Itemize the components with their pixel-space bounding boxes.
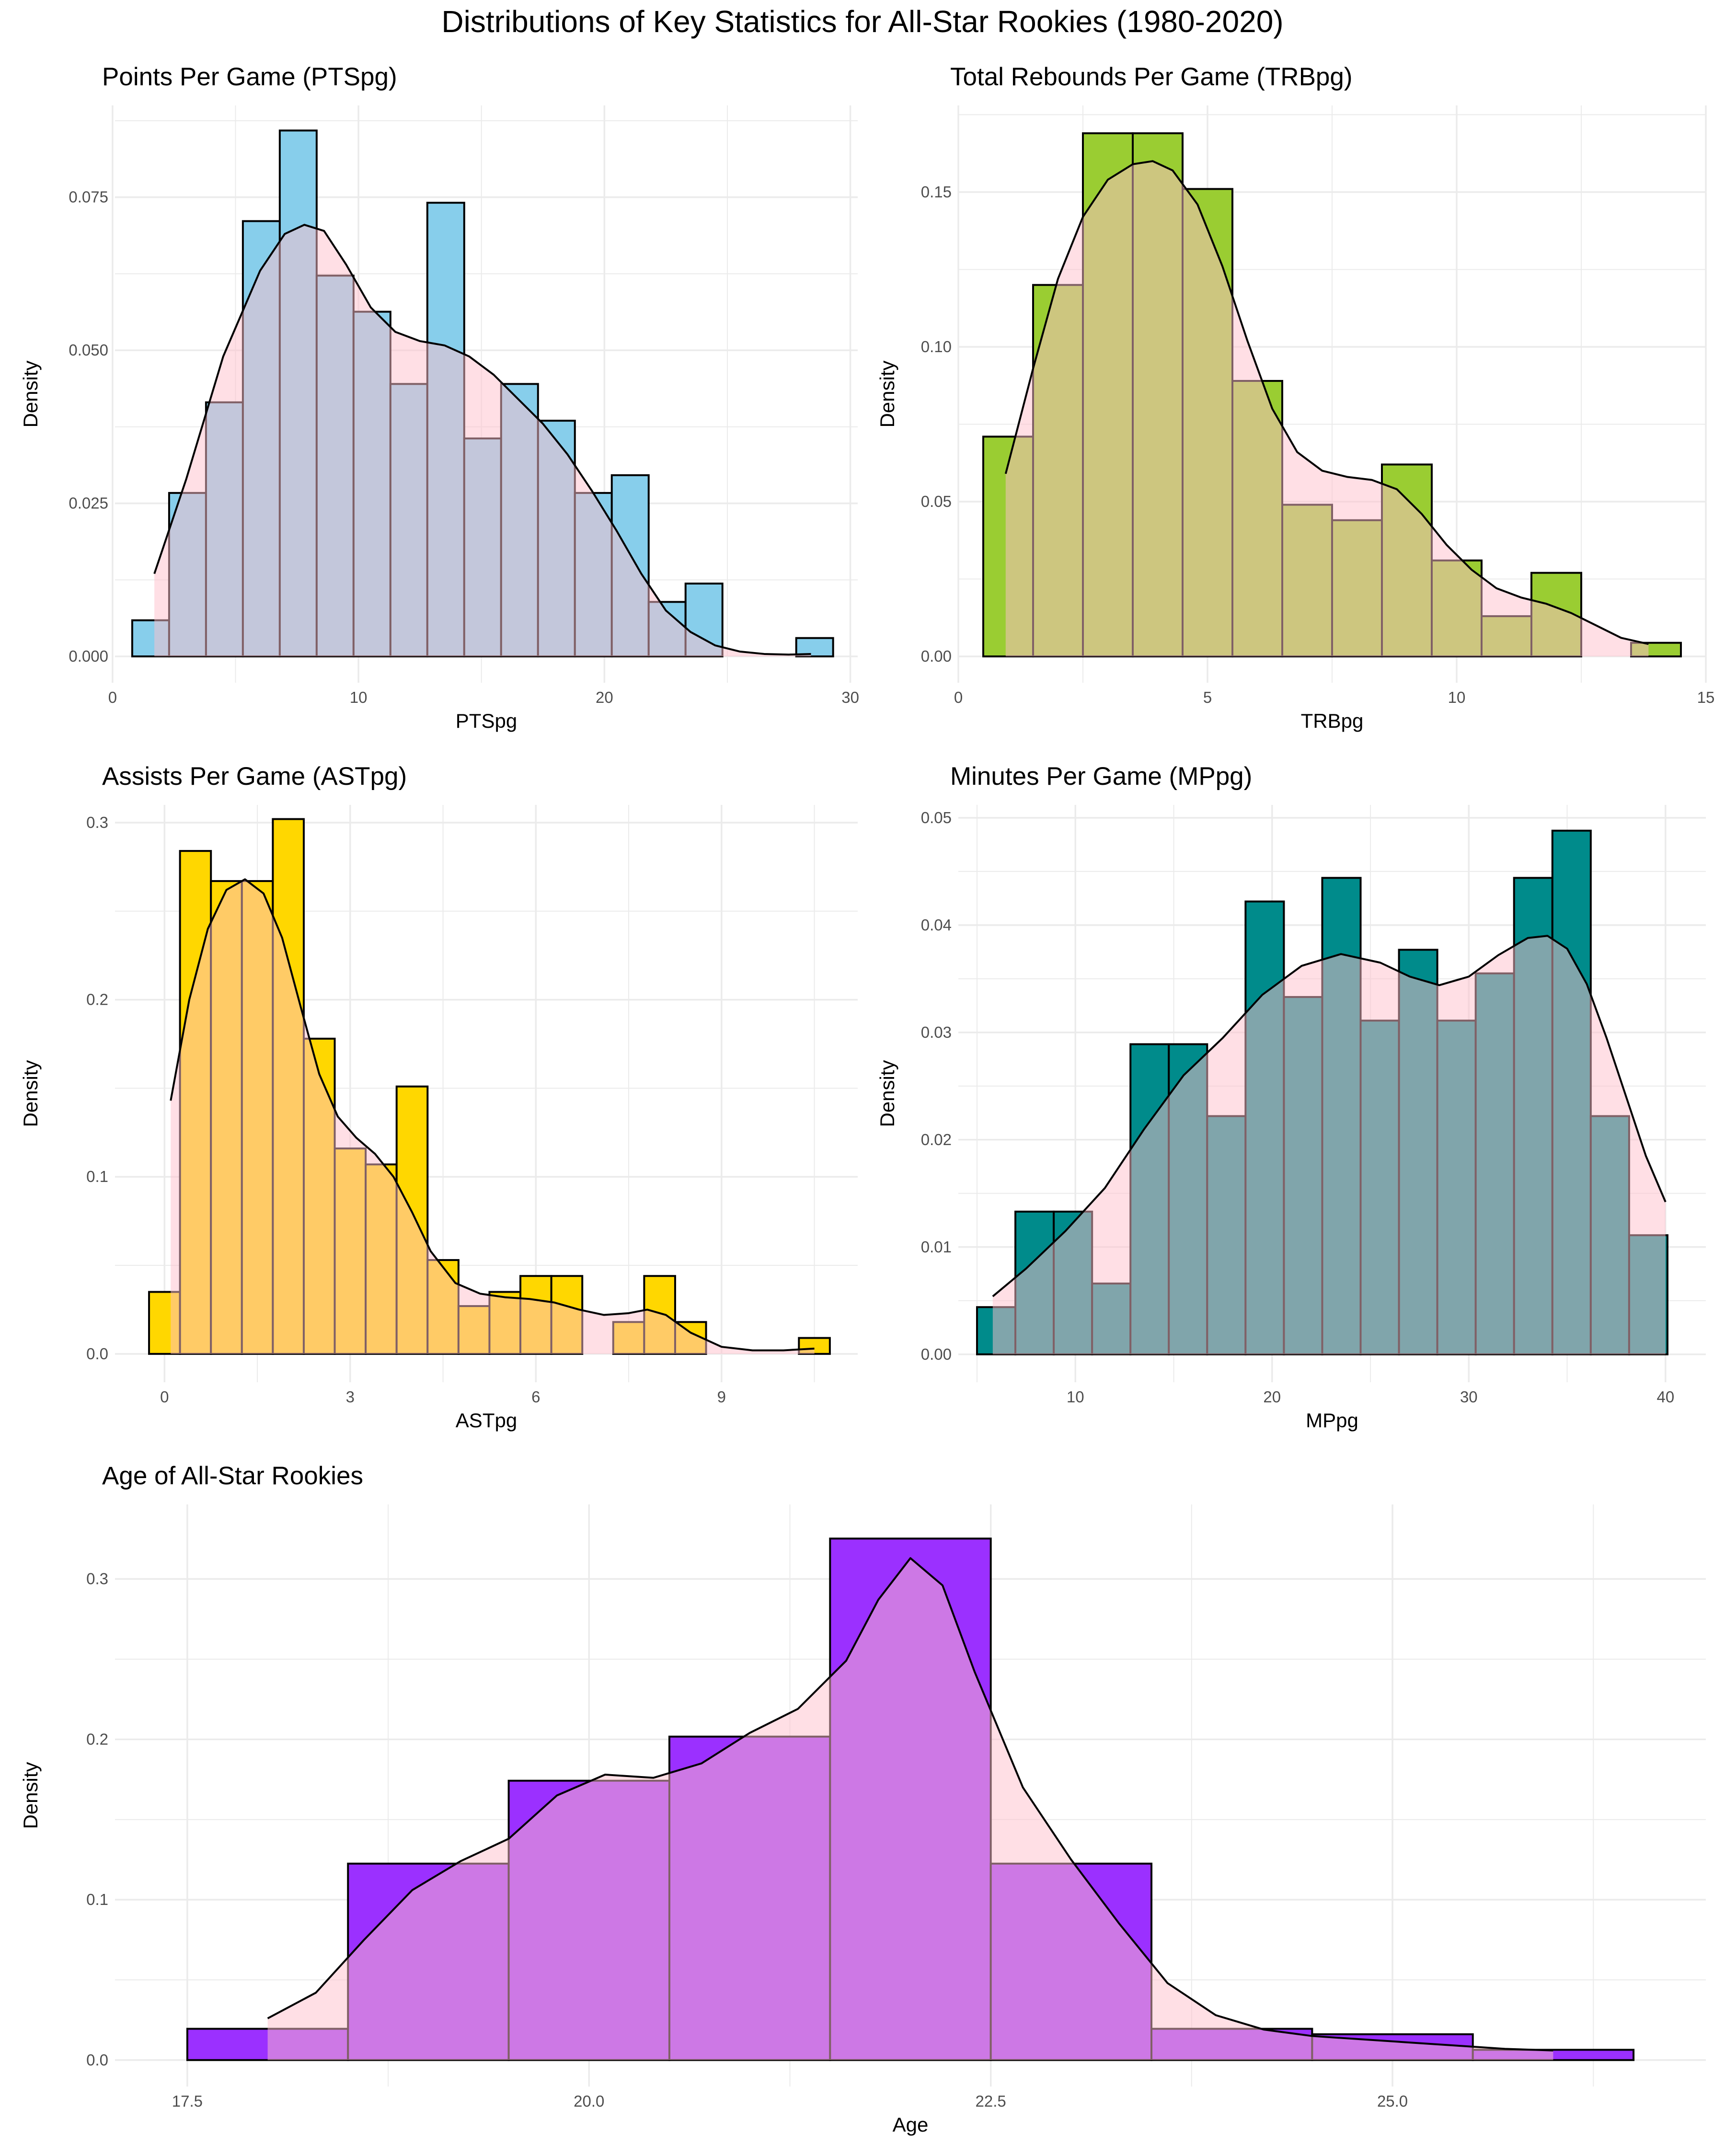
y-tick-label: 0.025	[69, 494, 108, 512]
panel-trb: 0.00 0.05 0.10 0.15 0 5 10 15 TRBpg Density Total …	[876, 63, 1714, 732]
panel-title: Total Rebounds Per Game (TRBpg)	[950, 63, 1353, 91]
y-axis-title: Density	[19, 1060, 42, 1127]
x-tick-label: 17.5	[172, 2092, 203, 2110]
y-tick-label: 0.050	[69, 341, 108, 359]
x-axis-title: Age	[893, 2113, 929, 2136]
y-tick-label: 0.2	[86, 1730, 108, 1748]
y-tick-label: 0.1	[86, 1891, 108, 1908]
panel-pts: 0.000 0.025 0.050 0.075 0 10 20 30 PTSpg Density P…	[19, 63, 859, 732]
density-area	[171, 879, 815, 1354]
x-tick-label: 20.0	[574, 2092, 604, 2110]
y-tick-label: 0.0	[86, 2051, 108, 2069]
x-tick-label: 22.5	[976, 2092, 1006, 2110]
x-tick-label: 30	[841, 688, 859, 706]
y-tick-label: 0.000	[69, 647, 108, 665]
y-axis-title: Density	[876, 360, 898, 427]
y-tick-label: 0.05	[921, 809, 952, 826]
panel-title: Assists Per Game (ASTpg)	[102, 762, 407, 791]
x-tick-label: 25.0	[1377, 2092, 1408, 2110]
x-tick-label: 5	[1203, 688, 1212, 706]
x-tick-label: 10	[1067, 1388, 1084, 1406]
density-curve	[153, 224, 811, 656]
panel-title: Age of All-Star Rookies	[102, 1462, 363, 1490]
x-tick-label: 6	[531, 1388, 540, 1406]
panel-ast: 0.0 0.1 0.2 0.3 0 3 6 9 ASTpg Density Assists Per …	[19, 762, 858, 1432]
density-area	[992, 936, 1666, 1354]
density-area	[154, 225, 811, 657]
density-curve	[1004, 160, 1649, 645]
x-tick-label: 40	[1656, 1388, 1674, 1406]
x-tick-label: 30	[1460, 1388, 1478, 1406]
y-tick-label: 0.00	[921, 647, 952, 665]
y-tick-label: 0.04	[921, 916, 952, 934]
y-tick-label: 0.02	[921, 1131, 952, 1148]
x-tick-label: 9	[717, 1388, 726, 1406]
x-axis-title: PTSpg	[456, 710, 517, 732]
x-tick-label: 20	[1263, 1388, 1281, 1406]
x-axis-title: ASTpg	[456, 1409, 517, 1432]
y-tick-label: 0.05	[921, 493, 952, 510]
density-area	[1005, 161, 1649, 657]
y-tick-label: 0.10	[921, 338, 952, 356]
x-tick-label: 0	[108, 688, 117, 706]
panel-title: Minutes Per Game (MPpg)	[950, 762, 1252, 791]
x-axis-title: TRBpg	[1301, 710, 1364, 732]
x-tick-label: 10	[350, 688, 368, 706]
y-axis-title: Density	[19, 1762, 42, 1829]
x-tick-label: 10	[1448, 688, 1466, 706]
panel-age: 0.0 0.1 0.2 0.3 17.5 20.0 22.5 25.0 Age Density Ag…	[19, 1462, 1706, 2136]
density-curve	[267, 1557, 1553, 2052]
x-tick-label: 3	[346, 1388, 355, 1406]
y-tick-label: 0.03	[921, 1023, 952, 1041]
main-title: Distributions of Key Statistics for All-…	[441, 4, 1284, 39]
panel-title: Points Per Game (PTSpg)	[102, 63, 397, 91]
x-tick-label: 15	[1697, 688, 1715, 706]
y-axis-title: Density	[876, 1060, 898, 1127]
x-tick-label: 20	[596, 688, 613, 706]
y-tick-label: 0.075	[69, 188, 108, 206]
y-tick-label: 0.2	[86, 991, 108, 1009]
x-tick-label: 0	[954, 688, 963, 706]
density-curve	[170, 878, 815, 1352]
panel-mp: 0.00 0.01 0.02 0.03 0.04 0.05 10 20 30 40 MPpg Dens…	[876, 762, 1706, 1432]
y-tick-label: 0.1	[86, 1168, 108, 1185]
y-tick-label: 0.01	[921, 1238, 952, 1256]
y-tick-label: 0.0	[86, 1345, 108, 1363]
x-tick-label: 0	[160, 1388, 169, 1406]
y-axis-title: Density	[19, 360, 42, 427]
density-area	[267, 1558, 1553, 2060]
y-tick-label: 0.15	[921, 183, 952, 201]
y-tick-label: 0.00	[921, 1345, 952, 1363]
y-tick-label: 0.3	[86, 1570, 108, 1588]
y-tick-label: 0.3	[86, 814, 108, 831]
density-curve	[992, 935, 1667, 1297]
x-axis-title: MPpg	[1306, 1409, 1358, 1432]
